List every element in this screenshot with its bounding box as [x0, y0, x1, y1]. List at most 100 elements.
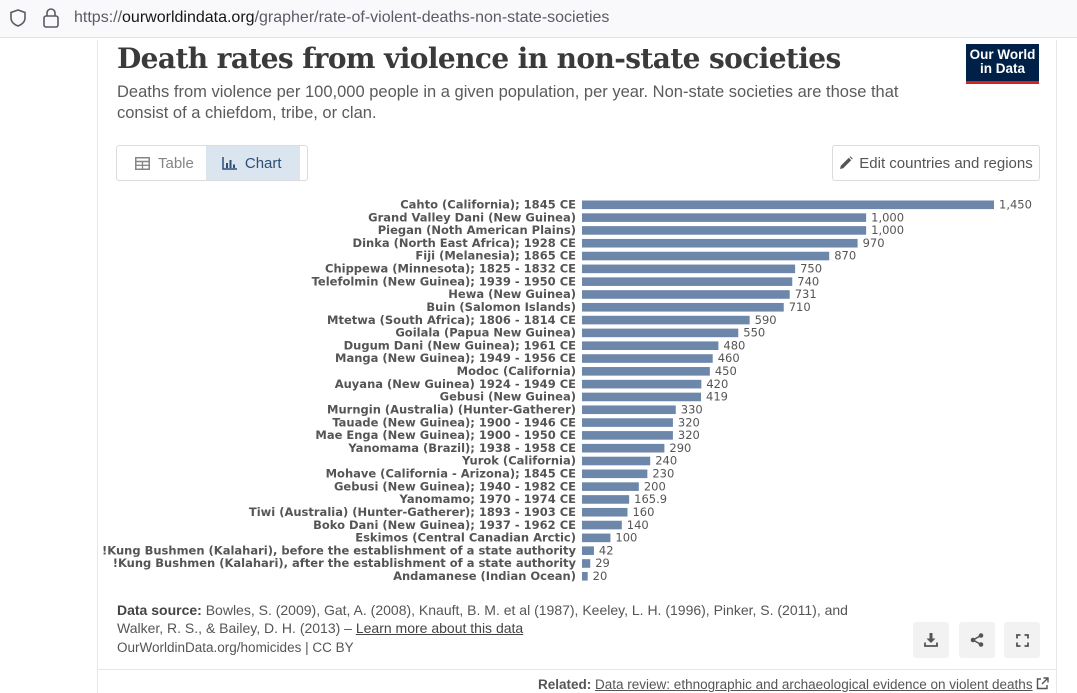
url-text[interactable]: https://ourworldindata.org/grapher/rate-…: [74, 9, 609, 27]
category-label: Gebusi (New Guinea); 1940 - 1982 CE: [334, 479, 576, 493]
attribution[interactable]: OurWorldinData.org/homicides | CC BY: [117, 640, 354, 655]
source-label: Data source:: [117, 602, 202, 618]
value-label: 42: [599, 543, 614, 557]
value-label: 320: [678, 415, 700, 429]
category-label: Piegan (Noth American Plains): [378, 223, 576, 237]
category-label: Yanomama (Brazil); 1938 - 1958 CE: [347, 441, 576, 455]
value-label: 330: [681, 402, 703, 416]
learn-more-link[interactable]: Learn more about this data: [355, 620, 524, 636]
related-link[interactable]: Data review: ethnographic and archaeolog…: [595, 677, 1033, 692]
category-label: Buin (Salomon Islands): [426, 300, 576, 314]
bar[interactable]: [582, 418, 673, 427]
source-text: Bowles, S. (2009), Gat, A. (2008), Knauf…: [117, 602, 848, 636]
value-label: 160: [632, 505, 654, 519]
value-label: 1,000: [871, 223, 904, 237]
category-label: Dinka (North East Africa); 1928 CE: [353, 236, 577, 250]
category-label: Auyana (New Guinea) 1924 - 1949 CE: [335, 377, 576, 391]
value-label: 420: [706, 377, 728, 391]
bar-chart-icon: [222, 156, 237, 170]
bar[interactable]: [582, 533, 611, 543]
tab-chart-label: Chart: [244, 154, 282, 172]
bar[interactable]: [582, 495, 630, 504]
value-label: 750: [800, 262, 822, 276]
value-label: 480: [723, 338, 745, 352]
bar[interactable]: [582, 546, 594, 555]
bar[interactable]: [582, 431, 673, 440]
view-tabs: Table Chart: [116, 145, 308, 181]
value-label: 240: [655, 454, 677, 468]
bar[interactable]: [582, 315, 750, 325]
bar[interactable]: [582, 354, 713, 363]
value-label: 550: [743, 326, 765, 340]
bar[interactable]: [582, 251, 830, 261]
external-link-icon: [1037, 677, 1050, 690]
bar[interactable]: [582, 213, 867, 222]
tab-chart[interactable]: Chart: [205, 146, 300, 180]
category-label: Mohave (California - Arizona); 1845 CE: [326, 467, 577, 481]
bar[interactable]: [582, 290, 790, 299]
bar[interactable]: [582, 200, 994, 210]
value-label: 20: [593, 569, 608, 583]
tab-table-label: Table: [158, 154, 194, 172]
bar[interactable]: [582, 277, 793, 286]
chart-subtitle: Deaths from violence per 100,000 people …: [117, 83, 899, 122]
data-source: Data source: Bowles, S. (2009), Gat, A. …: [117, 601, 877, 637]
value-label: 870: [834, 249, 856, 263]
category-label: Grand Valley Dani (New Guinea): [368, 210, 576, 224]
bar[interactable]: [582, 559, 591, 568]
url-prefix: https://: [74, 9, 123, 26]
bar[interactable]: [582, 302, 784, 312]
bar[interactable]: [582, 226, 867, 235]
download-button[interactable]: [913, 622, 949, 658]
bar[interactable]: [582, 405, 676, 415]
bar[interactable]: [582, 482, 639, 491]
value-label: 29: [595, 556, 610, 570]
bar[interactable]: [582, 456, 651, 466]
bar[interactable]: [582, 469, 648, 479]
value-label: 731: [795, 287, 817, 301]
value-label: 970: [863, 236, 885, 250]
browser-url-bar[interactable]: https://ourworldindata.org/grapher/rate-…: [0, 0, 1077, 38]
value-label: 419: [706, 390, 728, 404]
shield-icon[interactable]: [8, 8, 28, 28]
bar[interactable]: [582, 238, 858, 248]
value-label: 1,450: [999, 198, 1032, 212]
related-divider: [97, 669, 1057, 670]
category-label: Manga (New Guinea); 1949 - 1956 CE: [335, 351, 576, 365]
table-icon: [135, 156, 150, 170]
category-label: Hewa (New Guinea): [448, 287, 576, 301]
bar[interactable]: [582, 328, 739, 338]
edit-countries-button[interactable]: Edit countries and regions: [832, 145, 1040, 181]
bar[interactable]: [582, 341, 719, 351]
category-label: Eskimos (Central Canadian Arctic): [355, 531, 576, 545]
lock-icon[interactable]: [42, 7, 60, 29]
fullscreen-button[interactable]: [1004, 622, 1040, 658]
tab-table[interactable]: Table: [117, 146, 206, 180]
owid-logo[interactable]: Our World in Data: [966, 44, 1039, 84]
category-label: Yanomamo; 1970 - 1974 CE: [399, 492, 577, 506]
bar[interactable]: [582, 264, 796, 274]
bar[interactable]: [582, 443, 665, 453]
value-label: 590: [755, 313, 777, 327]
category-label: Modoc (California): [457, 364, 576, 378]
category-label: Yurok (California): [461, 454, 576, 468]
bar[interactable]: [582, 520, 622, 530]
category-label: Boko Dani (New Guinea); 1937 - 1962 CE: [313, 518, 576, 532]
value-label: 460: [718, 351, 740, 365]
download-icon: [924, 633, 938, 647]
value-label: 320: [678, 428, 700, 442]
category-label: Murngin (Australia) (Hunter-Gatherer): [327, 402, 576, 416]
bar[interactable]: [582, 507, 628, 517]
category-label: Dugum Dani (New Guinea); 1961 CE: [344, 338, 577, 352]
edit-countries-label: Edit countries and regions: [859, 154, 1033, 172]
url-path: /grapher/rate-of-violent-deaths-non-stat…: [254, 9, 610, 26]
bar[interactable]: [582, 392, 702, 402]
bar[interactable]: [582, 379, 702, 389]
share-button[interactable]: [959, 622, 995, 658]
bar[interactable]: [582, 367, 710, 376]
category-label: !Kung Bushmen (Kalahari), before the est…: [102, 543, 576, 557]
bar[interactable]: [582, 571, 588, 581]
category-label: Tauade (New Guinea); 1900 - 1946 CE: [332, 415, 576, 429]
category-label: Fiji (Melanesia); 1865 CE: [415, 249, 576, 263]
value-label: 200: [644, 479, 666, 493]
